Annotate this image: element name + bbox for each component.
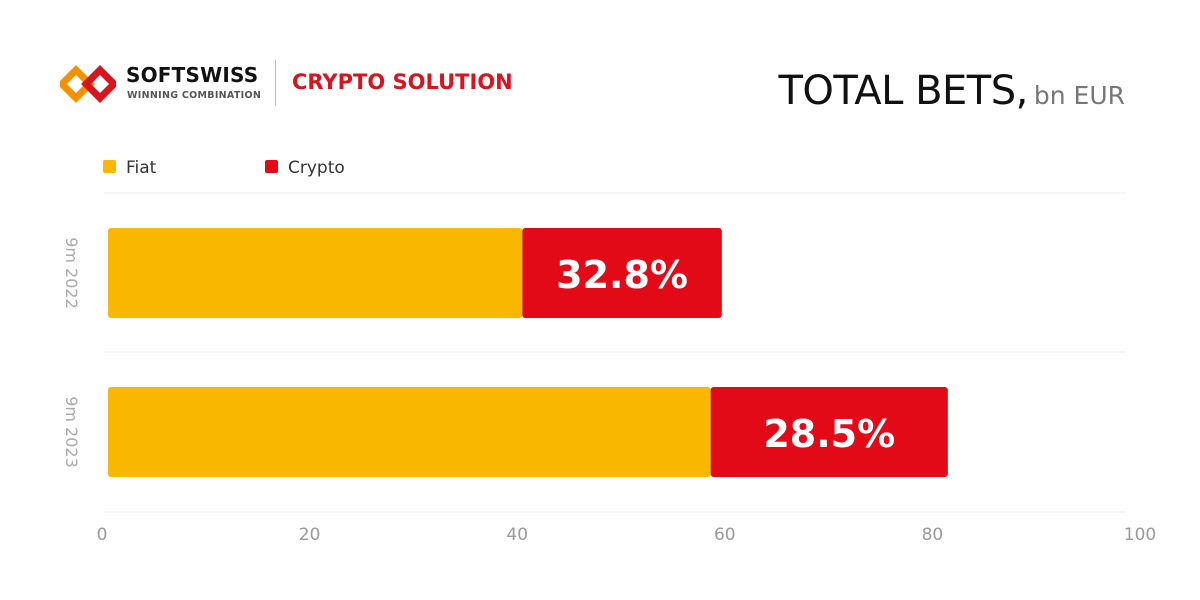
x-tick-label-0: 0 (97, 525, 108, 545)
x-tick-label-3: 60 (714, 525, 736, 545)
bar-crypto-0 (522, 228, 722, 318)
chart-title: TOTAL BETS, bn EUR (778, 68, 1125, 114)
bar-label-crypto-1: 28.5% (763, 412, 895, 456)
softswiss-logo-icon (60, 65, 116, 103)
legend-label-fiat: Fiat (126, 158, 157, 178)
bar-fiat-0 (108, 228, 523, 318)
bar-label-crypto-0: 32.8% (556, 253, 688, 297)
chart-title-main: TOTAL BETS, (778, 68, 1028, 114)
x-tick-label-5: 100 (1124, 525, 1156, 545)
legend-item-fiat: Fiat (103, 158, 156, 178)
legend-swatch-crypto (265, 159, 278, 173)
chart-title-unit: bn EUR (1033, 81, 1125, 110)
x-tick-label-4: 80 (922, 525, 944, 545)
legend-label-crypto: Crypto (288, 158, 345, 178)
x-tick-label-2: 40 (506, 525, 528, 545)
brand-name: SOFTSWISS (126, 63, 259, 87)
bar-crypto-1 (710, 387, 948, 477)
x-tick-label-1: 20 (299, 525, 321, 545)
bar-fiat-1 (108, 387, 711, 477)
category-label-1: 9m 2023 (62, 396, 81, 468)
legend-item-crypto: Crypto (265, 158, 345, 178)
legend-swatch-fiat (103, 159, 116, 173)
brand-tagline: WINNING COMBINATION (127, 90, 262, 101)
category-label-0: 9m 2022 (62, 237, 81, 309)
product-name: CRYPTO SOLUTION (292, 70, 513, 94)
brand-divider (275, 60, 276, 106)
